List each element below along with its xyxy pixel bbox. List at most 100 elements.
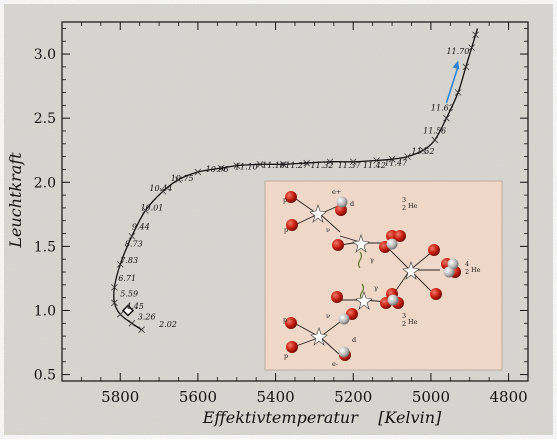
x-tick-label: 5400 [256,388,294,406]
inset-label-d1: d [350,200,354,208]
track-point-marker [233,162,241,169]
inset-label-he3-top: He [408,202,418,210]
track-point-marker [128,320,136,327]
inset-label-p2: p [284,226,288,234]
point-label: 11.32 [311,161,334,170]
inset-label-nu1: ν [326,226,330,234]
point-label: 11.62 [431,103,454,112]
track-point-marker [142,207,149,214]
track-point-marker [326,158,334,166]
point-label: 11.18 [262,161,285,170]
y-tick-label: 1.0 [34,303,56,319]
track-point-marker [111,299,118,307]
track-point-marker [111,284,118,291]
inset-label-e-plus: e+ [332,188,341,196]
track-point-marker [280,161,287,168]
track-point-marker [373,157,380,164]
start-diamond-marker [121,304,135,317]
point-label: 11.52 [412,147,435,156]
y-tick-label: 1.5 [34,239,56,255]
track-point-marker [116,261,124,268]
track-point-marker [303,159,310,167]
point-label: 10.44 [149,184,172,193]
track-point-marker [462,63,470,71]
direction-arrow-shaft [445,66,459,104]
point-label: 11.10 [235,162,258,171]
point-label: 11.37 [338,161,362,170]
inset-label-p3: p [283,316,287,324]
x-tick-label: 5600 [179,388,217,406]
inset-labels: p p e+ d ν γ 3 2 He 4 2 He γ 3 2 He ν d … [283,188,481,368]
point-label: 7.83 [120,256,138,265]
inset-label-z2: 2 [465,268,469,276]
point-label: 11.70 [446,47,469,56]
point-label: 11.27 [285,161,309,170]
curve-layer [111,28,479,333]
inset-label-p1: p [283,196,287,204]
photon-wave-bottom [359,283,365,301]
track-point-marker [472,31,479,39]
point-label: 11.56 [423,127,446,136]
inset-label-gamma1: γ [370,256,374,264]
x-tick-label: 4800 [489,388,527,406]
point-label: 6.71 [118,274,136,283]
point-label: 3.26 [138,312,156,321]
inset-label-d2: d [352,336,356,344]
point-label: 10.96 [206,165,229,174]
inset-label-mass3-top: 3 [402,196,406,204]
inset-neutrons [336,196,459,358]
inset-label-e-minus: e- [332,360,338,368]
track-point-marker [138,326,145,333]
inset-label-he4: He [471,266,481,274]
inset-reaction-stars [309,204,420,346]
point-label: 11.47 [384,159,408,168]
track-point-marker [175,176,182,183]
point-label: 5.59 [120,289,138,298]
inset-label-p4: p [284,352,288,360]
inset-label-z2-bottom: 2 [402,320,406,328]
point-label: 11.42 [363,161,386,170]
inset-label-nu2: ν [326,312,330,320]
axes-layer: 5800 5600 5400 5200 5000 4800 0.5 1.0 1.5 2.0 2.5 3… [34,21,529,406]
point-labels-layer: 2.023.264.45 5.59 6.71 7.83 8.73 9.44 10.01 10.… [118,47,469,329]
inset-panel [264,180,503,371]
point-label: 8.73 [125,239,143,248]
y-tick-label: 0.5 [34,368,56,384]
track-point-marker [388,155,396,163]
track-point-marker [194,168,202,176]
track-point-marker [116,311,124,318]
point-label: 2.02 [158,320,177,329]
x-tick-label: 5200 [334,388,372,406]
track-point-marker [404,153,411,160]
x-tick-label: 5000 [412,388,450,406]
point-label: 10.75 [171,174,194,183]
track-point-marker [217,164,225,172]
x-tick-label: 5800 [101,388,139,406]
track-point-marker [454,89,462,96]
y-tick-label: 3.0 [34,47,56,63]
point-label: 4.45 [125,302,144,311]
pp-chain-inset: p p e+ d ν γ 3 2 He 4 2 He γ 3 2 He ν d … [264,180,503,371]
track-point-marker [443,114,450,122]
track-point-marker [431,136,439,144]
point-label: 10.01 [140,203,163,212]
inset-label-mass4: 4 [465,260,469,268]
track-point-marker [349,158,357,166]
y-axis-label: Leuchtkraft [6,152,25,249]
inset-label-he3-bottom: He [408,318,418,326]
photon-wave-top [357,251,363,269]
inset-label-mass3-bottom: 3 [402,312,406,320]
track-point-marker [419,146,427,154]
y-tick-label: 2.5 [34,111,56,127]
direction-arrow-head [452,60,460,70]
track-point-marker [128,232,136,240]
track-point-marker [159,187,167,195]
inset-label-gamma2: γ [374,284,378,292]
inset-label-z2-top: 2 [402,204,406,212]
y-tick-label: 2.0 [34,175,56,191]
x-axis-label: Effektivtemperatur [Kelvin] [202,408,442,427]
point-label: 9.44 [132,223,150,232]
track-point-marker [256,161,264,168]
